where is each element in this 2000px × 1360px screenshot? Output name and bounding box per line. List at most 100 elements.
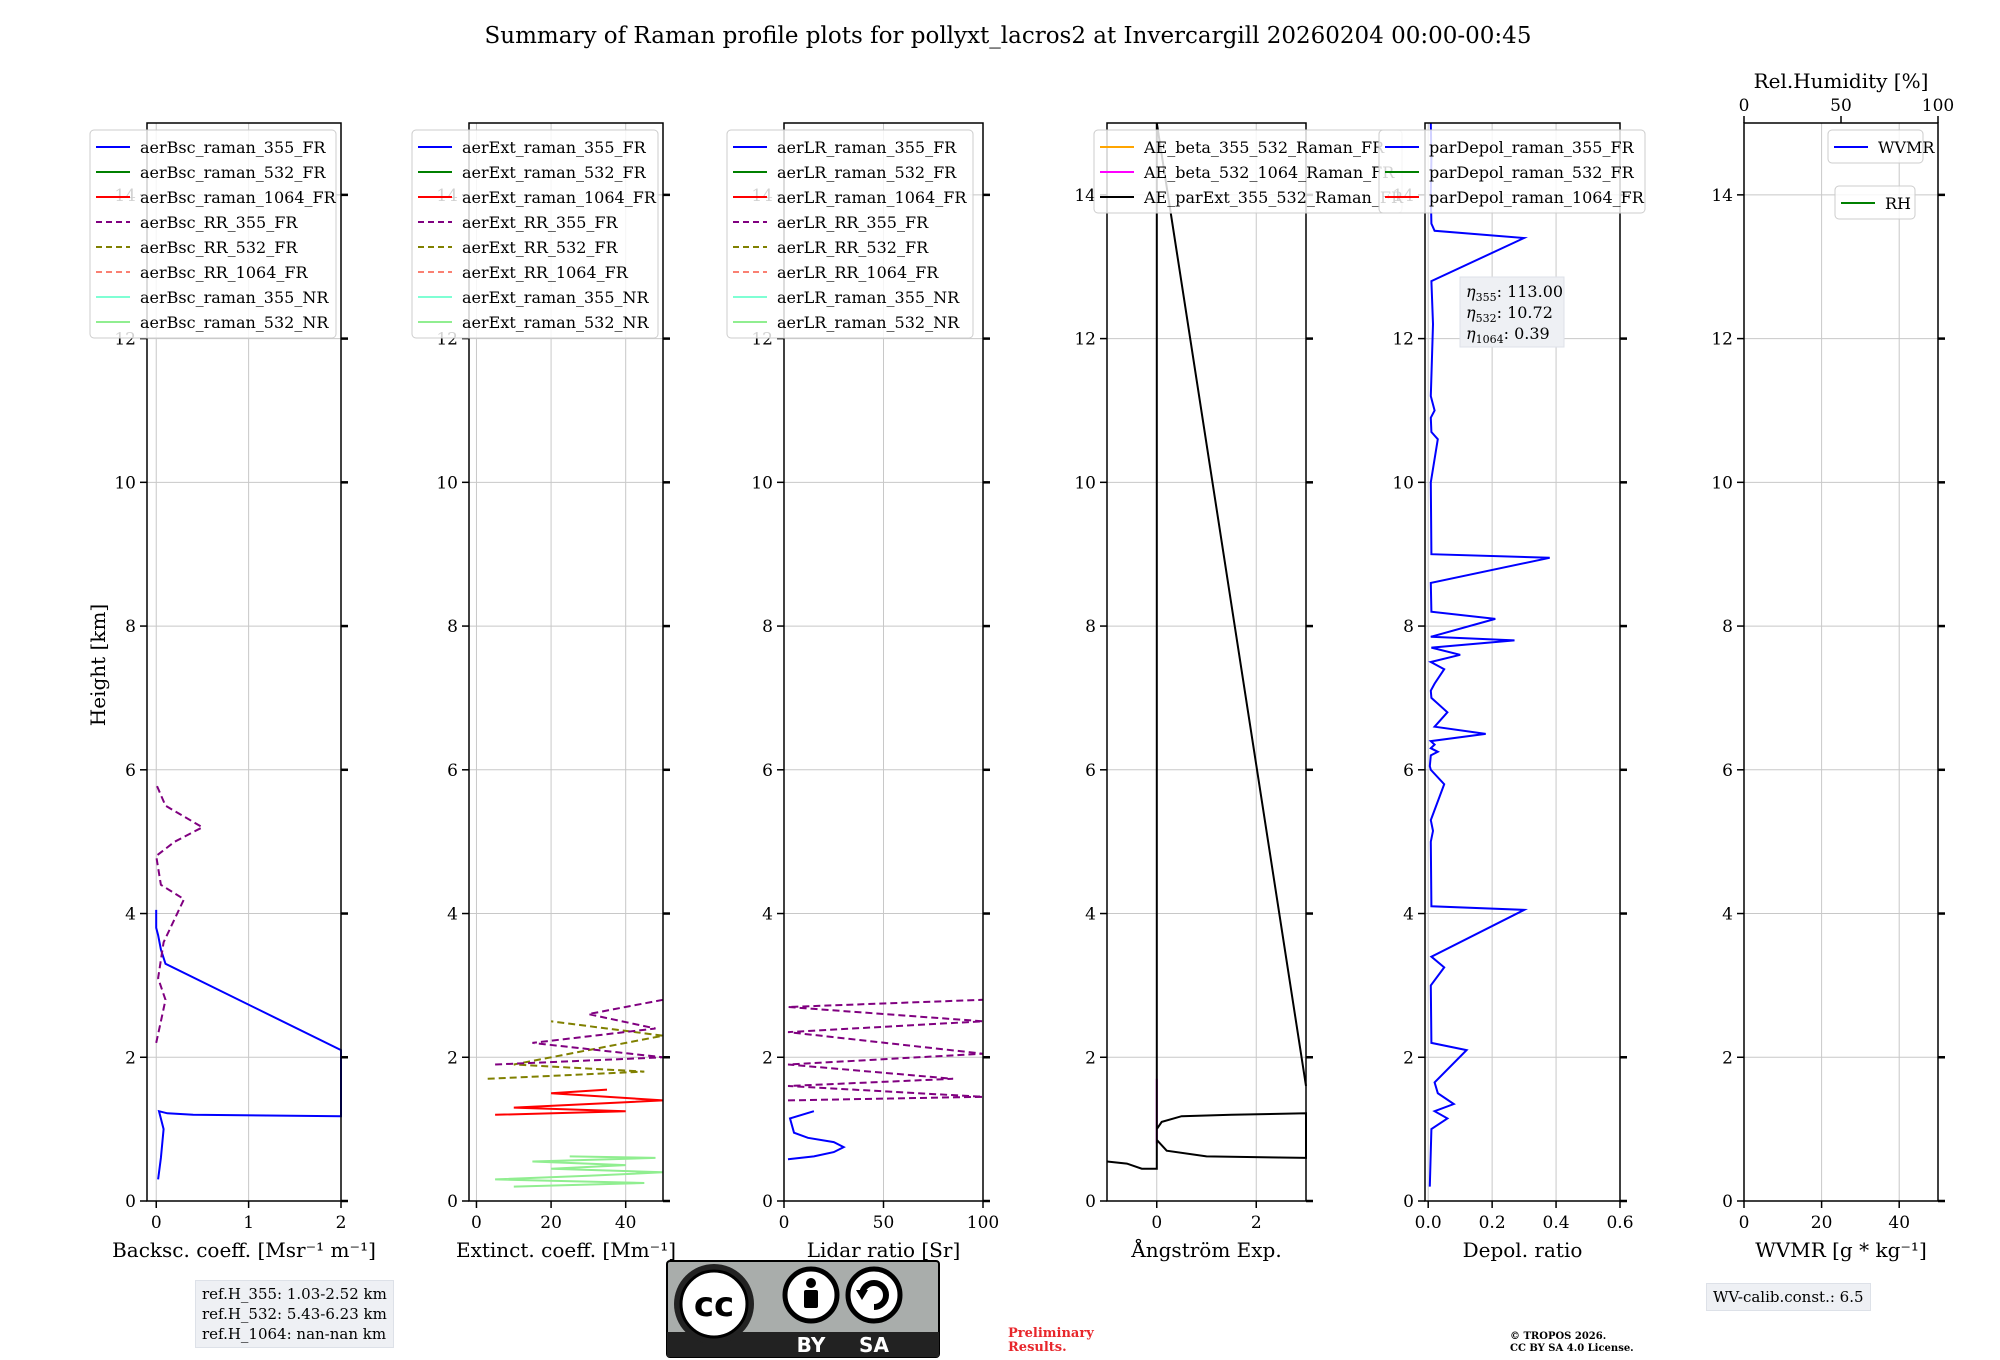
legend-depol-frame bbox=[1378, 129, 1646, 214]
wv-calib-box: WV-calib.const.: 6.5 bbox=[1706, 1283, 1871, 1311]
x-axis-label: Depol. ratio bbox=[1463, 1238, 1583, 1262]
x-tick-label: 20 bbox=[1811, 1213, 1833, 1233]
legend-label: parDepol_raman_355_FR bbox=[1429, 138, 1635, 157]
y-tick-label: 10 bbox=[1711, 473, 1733, 493]
y-tick-label: 2 bbox=[762, 1048, 773, 1068]
cc-by-label: BY bbox=[797, 1333, 826, 1357]
y-tick-label: 14 bbox=[1074, 186, 1096, 206]
x-tick-label: 0 bbox=[151, 1213, 162, 1233]
legend-wvmr-frame bbox=[1827, 129, 1924, 164]
preliminary-note: Preliminary Results. bbox=[1008, 1327, 1094, 1355]
x-tick-label: 0.0 bbox=[1415, 1213, 1442, 1233]
y-tick-label: 6 bbox=[125, 761, 136, 781]
x-axis-label: WVMR [g * kg⁻¹] bbox=[1755, 1238, 1927, 1262]
plot-frame bbox=[1743, 122, 1939, 1202]
chart-panel-bsc: 01202468101214Backsc. coeff. [Msr⁻¹ m⁻¹]… bbox=[89, 122, 376, 1262]
y-tick-label: 8 bbox=[1722, 617, 1733, 637]
copyright-line-2: CC BY SA 4.0 License. bbox=[1510, 1343, 1634, 1354]
chart-panel-ae: 0 2 0 2 4 6 8 10 12 14 Ångström Exp. AE_beta_355_53… bbox=[1074, 122, 1404, 1262]
series-line-aerExt_raman_1064_FR bbox=[495, 1088, 664, 1116]
y-tick-label: 6 bbox=[447, 761, 458, 781]
legend-ext-frame bbox=[411, 129, 659, 339]
series-line-aerExt_RR_532_FR bbox=[487, 1020, 664, 1080]
y-tick-label: 0 bbox=[1403, 1192, 1414, 1212]
legend-label: AE_beta_532_1064_Raman_FR bbox=[1143, 163, 1395, 182]
x-tick-label: 0.6 bbox=[1606, 1213, 1633, 1233]
x-axis-label: Extinct. coeff. [Mm⁻¹] bbox=[456, 1238, 676, 1262]
y-tick-label: 4 bbox=[1403, 905, 1414, 925]
legend-label: aerLR_raman_355_FR bbox=[777, 138, 957, 157]
chart-panels: 01202468101214Backsc. coeff. [Msr⁻¹ m⁻¹]… bbox=[89, 69, 1954, 1262]
x-tick-label: 20 bbox=[540, 1213, 562, 1233]
x-tick-label: 100 bbox=[967, 1213, 999, 1233]
legend-lr-frame bbox=[726, 129, 974, 339]
legend-label: aerLR_raman_355_NR bbox=[777, 288, 960, 307]
legend-label: aerLR_raman_1064_FR bbox=[777, 188, 967, 207]
x-tick-label: 0 bbox=[1151, 1213, 1162, 1233]
top-tick-label: 50 bbox=[1830, 96, 1852, 116]
plot-frame bbox=[146, 122, 342, 1202]
top-axis-label: Rel.Humidity [%] bbox=[1754, 69, 1929, 93]
x-axis-label: Lidar ratio [Sr] bbox=[807, 1238, 961, 1262]
ref-height-box: ref.H_355: 1.03-2.52 km ref.H_532: 5.43-… bbox=[195, 1280, 394, 1348]
legend-label: parDepol_raman_532_FR bbox=[1429, 163, 1635, 182]
y-tick-label: 8 bbox=[125, 617, 136, 637]
legend-label: aerExt_RR_532_FR bbox=[462, 238, 619, 257]
legend-label: aerExt_raman_355_NR bbox=[462, 288, 650, 307]
x-tick-label: 0 bbox=[779, 1213, 790, 1233]
ref-height-532: ref.H_532: 5.43-6.23 km bbox=[202, 1305, 387, 1323]
legend-depol: parDepol_raman_355_FR parDepol_raman_532_… bbox=[1378, 129, 1646, 214]
plot-frame bbox=[1106, 122, 1307, 1202]
legend-label: aerBsc_RR_532_FR bbox=[140, 238, 298, 257]
y-tick-label: 0 bbox=[1722, 1192, 1733, 1212]
legend-label: AE_beta_355_532_Raman_FR bbox=[1143, 138, 1385, 157]
legend-label: aerBsc_raman_355_FR bbox=[140, 138, 326, 157]
series-line-aerExt_raman_532_NR bbox=[495, 1155, 664, 1188]
legend-label: aerBsc_raman_355_NR bbox=[140, 288, 329, 307]
y-tick-label: 6 bbox=[1722, 761, 1733, 781]
legend-label: aerExt_raman_355_FR bbox=[462, 138, 647, 157]
legend-label: aerExt_raman_532_NR bbox=[462, 313, 650, 332]
x-axis-label: Ångström Exp. bbox=[1130, 1237, 1281, 1262]
cc-license-logo: cc BY SA bbox=[666, 1260, 940, 1358]
y-tick-label: 12 bbox=[1711, 330, 1733, 350]
y-tick-label: 8 bbox=[1085, 617, 1096, 637]
legend-ext: aerExt_raman_355_FR aerExt_raman_532_FRae… bbox=[411, 129, 659, 339]
legend-lr: aerLR_raman_355_FR aerLR_raman_532_FR aerL… bbox=[726, 129, 974, 339]
y-tick-label: 4 bbox=[125, 905, 136, 925]
eta-line: η1064: 0.39 bbox=[1466, 324, 1550, 346]
legend-label: aerBsc_raman_1064_FR bbox=[140, 188, 337, 207]
preliminary-line-2: Results. bbox=[1008, 1340, 1067, 1355]
y-tick-label: 8 bbox=[1403, 617, 1414, 637]
svg-text:cc: cc bbox=[694, 1285, 734, 1325]
y-tick-label: 2 bbox=[447, 1048, 458, 1068]
legend-label: aerLR_raman_532_FR bbox=[777, 163, 957, 182]
y-tick-label: 8 bbox=[447, 617, 458, 637]
y-tick-label: 10 bbox=[436, 473, 458, 493]
x-tick-label: 0 bbox=[471, 1213, 482, 1233]
figure-title: Summary of Raman profile plots for polly… bbox=[485, 23, 1532, 49]
y-tick-label: 0 bbox=[447, 1192, 458, 1212]
legend-label: aerBsc_raman_532_FR bbox=[140, 163, 326, 182]
x-tick-label: 50 bbox=[873, 1213, 895, 1233]
series-line-aerLR_raman_355_FR bbox=[787, 1110, 846, 1161]
chart-panel-lr: 05010002468101214Lidar ratio [Sr]aerLR_r… bbox=[726, 122, 999, 1262]
eta-box-frame bbox=[1459, 276, 1565, 348]
y-tick-label: 6 bbox=[762, 761, 773, 781]
x-tick-label: 0.4 bbox=[1543, 1213, 1570, 1233]
y-tick-label: 12 bbox=[1074, 330, 1096, 350]
series-line-aerBsc_RR_355_FR bbox=[155, 783, 205, 1044]
legend-label: WVMR bbox=[1878, 138, 1935, 157]
ref-height-1064: ref.H_1064: nan-nan km bbox=[202, 1325, 387, 1343]
y-tick-label: 4 bbox=[762, 905, 773, 925]
y-tick-label: 2 bbox=[1403, 1048, 1414, 1068]
plot-frame bbox=[468, 122, 664, 1202]
x-tick-label: 2 bbox=[1251, 1213, 1262, 1233]
legend-label: aerBsc_RR_355_FR bbox=[140, 213, 298, 232]
y-tick-label: 2 bbox=[1085, 1048, 1096, 1068]
legend-label: aerLR_RR_355_FR bbox=[777, 213, 929, 232]
series-line-AE_parExt_355_532_Raman_FR bbox=[1106, 122, 1307, 1170]
